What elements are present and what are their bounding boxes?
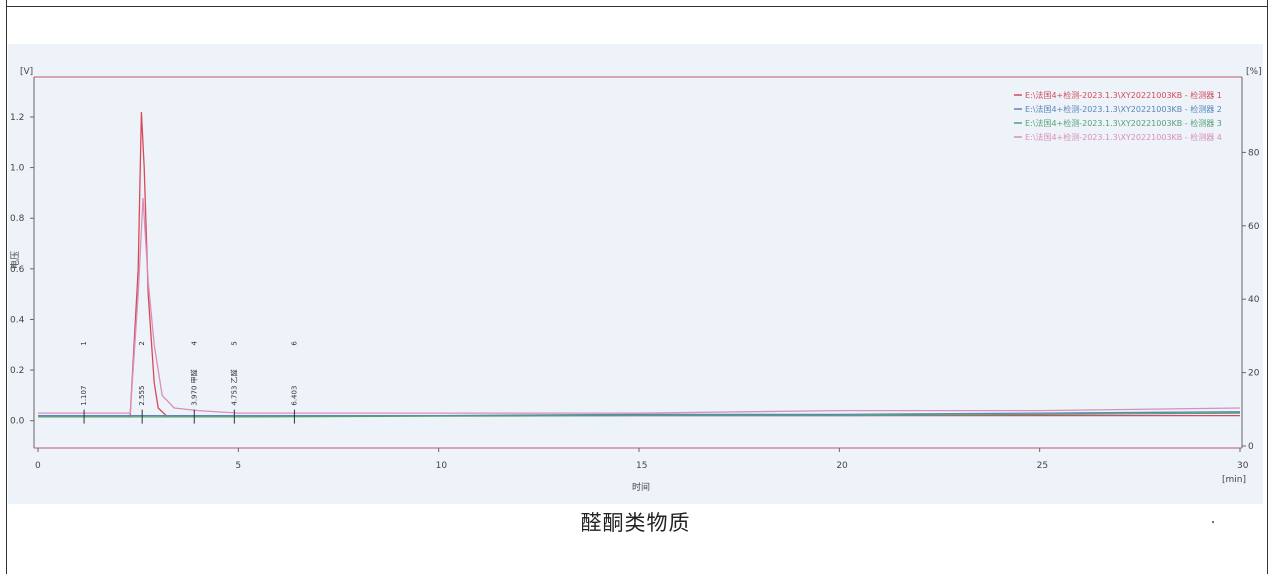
peak-markers: 1.107 1 2.555 2 3.970 甲醛 4 4.753 乙醛 5 6.403 6 [80,341,298,424]
series-line-2 [38,411,1241,417]
peak-number: 5 [230,341,238,345]
x-tick-labels: 0 5 10 15 20 25 30 [35,448,1249,471]
peak-label: 6.403 [290,386,298,406]
y2-tick-label: 20 [1248,369,1260,379]
y-tick-label: 0.0 [10,417,25,427]
legend: E:\法国4+检测-2023.1.3\XY20221003KB - 检测器 1 E… [1014,90,1222,142]
y-tick-label: 0.4 [10,315,25,325]
y-tick-label: 0.2 [10,366,24,376]
figure-caption: 醛酮类物质 [580,511,691,535]
y2-tick-labels: 0 20 40 60 80 [1242,148,1260,452]
page-frame [6,0,1268,574]
chart-background [8,44,1263,504]
legend-entry: E:\法国4+检测-2023.1.3\XY20221003KB - 检测器 2 [1025,104,1222,114]
y-axis-title: 电压 [9,251,21,269]
legend-entry: E:\法国4+检测-2023.1.3\XY20221003KB - 检测器 3 [1025,118,1222,128]
y-unit-label: [V] [20,67,33,77]
series-line-4 [38,197,1241,414]
x-tick-label: 15 [636,461,647,471]
chromatogram-chart: [V] [%] 电压 时间 [min] 0 5 10 15 20 25 30 0.00.20… [9,67,1262,493]
x-tick-label: 25 [1037,461,1048,471]
series-line-3 [38,412,1241,418]
x-tick-label: 20 [836,461,848,471]
legend-entry: E:\法国4+检测-2023.1.3\XY20221003KB - 检测器 1 [1025,90,1222,100]
y-tick-label: 0.6 [10,265,25,275]
peak-label: 2.555 [138,386,146,406]
peak-number: 6 [290,341,298,346]
y-tick-label: 0.8 [10,214,25,224]
x-unit-label: [min] [1222,475,1246,485]
y2-tick-label: 60 [1248,222,1260,232]
series-line-1 [38,111,1240,417]
x-tick-label: 10 [436,461,448,471]
y2-tick-label: 80 [1248,148,1260,158]
y-tick-label: 1.0 [10,164,25,174]
peak-label: 3.970 甲醛 [189,369,198,405]
peak-number: 4 [190,341,198,346]
top-border-line [6,6,1268,7]
y2-tick-label: 40 [1248,295,1260,305]
peak-label: 1.107 [80,386,88,406]
x-tick-label: 30 [1237,461,1249,471]
y-tick-label: 1.2 [10,113,24,123]
series-layer [38,111,1241,418]
y-tick-labels: 0.0 0.2 0.4 0.6 0.8 1.0 1.2 [10,113,34,427]
y2-unit-label: [%] [1246,67,1262,77]
stray-mark [1212,521,1214,523]
peak-label: 4.753 乙醛 [229,369,238,405]
x-axis-title: 时间 [632,481,650,493]
x-tick-label: 5 [235,461,241,471]
peak-number: 2 [138,341,146,345]
peak-number: 1 [80,341,88,345]
y2-tick-label: 0 [1248,442,1254,452]
x-tick-label: 0 [35,461,41,471]
legend-entry: E:\法国4+检测-2023.1.3\XY20221003KB - 检测器 4 [1025,132,1222,142]
